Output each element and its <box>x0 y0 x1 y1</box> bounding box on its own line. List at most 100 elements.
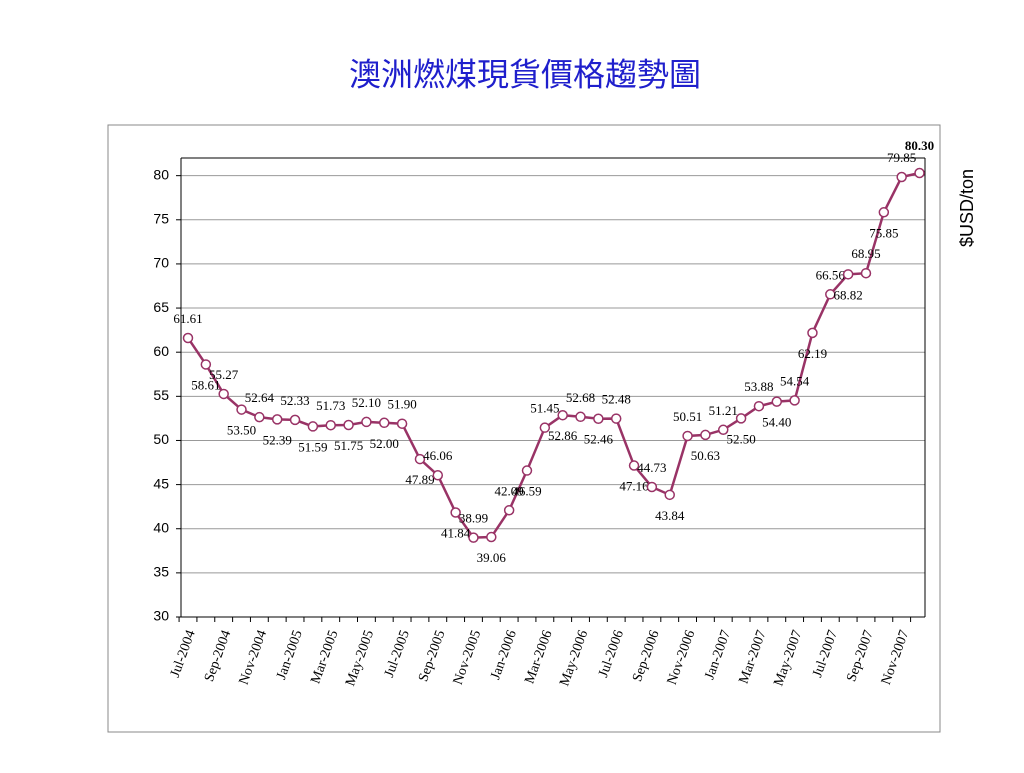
point <box>486 531 497 543</box>
x-tick-label: Sep-2007 <box>844 628 876 684</box>
point <box>468 532 479 543</box>
data-label: 51.21 <box>709 403 738 418</box>
data-label: 55.27 <box>209 367 239 382</box>
point <box>646 481 658 493</box>
x-tick-label: Nov-2004 <box>237 628 271 686</box>
x-tick-label: Sep-2006 <box>630 628 662 684</box>
y-tick-label: 70 <box>153 255 169 271</box>
chart-title: 澳洲燃煤現貨價格趨勢圖 <box>349 56 701 92</box>
y-tick-label: 40 <box>153 519 169 535</box>
data-label: 58.61 <box>191 377 220 392</box>
point <box>807 327 818 339</box>
data-label: 46.59 <box>512 484 541 499</box>
point <box>610 413 622 424</box>
x-tick-label: Sep-2005 <box>416 628 448 684</box>
point <box>753 400 765 412</box>
data-label: 80.30 <box>905 138 934 153</box>
data-label: 68.95 <box>851 246 880 261</box>
data-label: 62.19 <box>798 346 827 361</box>
data-label: 39.06 <box>477 550 507 565</box>
point <box>343 419 354 431</box>
y-tick-label: 65 <box>153 299 169 315</box>
point <box>718 424 729 436</box>
data-label: 79.85 <box>887 150 916 165</box>
data-label: 44.73 <box>637 460 666 475</box>
point <box>700 429 711 441</box>
y-tick-label: 50 <box>153 431 169 447</box>
point <box>503 505 515 516</box>
data-label: 52.48 <box>602 392 631 407</box>
point <box>325 419 336 431</box>
data-label: 52.00 <box>370 436 399 451</box>
data-label: 52.64 <box>245 390 275 405</box>
x-tick-label: Mar-2005 <box>308 628 341 685</box>
point <box>432 469 444 481</box>
chart-frame <box>107 124 941 733</box>
point <box>593 413 604 424</box>
x-tick-label: Jul-2006 <box>596 628 627 679</box>
point <box>878 207 890 218</box>
data-label: 51.90 <box>387 397 416 412</box>
x-tick-label: Jul-2004 <box>168 628 199 679</box>
data-label: 47.89 <box>405 472 434 487</box>
x-tick-label: Jan-2006 <box>488 628 520 681</box>
point <box>860 267 872 279</box>
data-label: 68.82 <box>834 287 863 302</box>
data-label: 52.10 <box>352 395 381 410</box>
data-label: 51.73 <box>316 398 345 413</box>
data-label: 66.56 <box>816 267 846 282</box>
data-label: 54.54 <box>780 373 810 388</box>
x-tick-label: Jan-2007 <box>702 628 734 681</box>
data-label: 50.51 <box>673 409 702 424</box>
point <box>557 409 568 421</box>
data-label: 75.85 <box>869 225 898 240</box>
y-tick-label: 35 <box>153 564 169 580</box>
x-tick-label: May-2005 <box>343 628 377 688</box>
point <box>539 422 551 433</box>
data-label: 52.50 <box>726 431 755 446</box>
point <box>842 269 854 280</box>
point <box>664 489 675 501</box>
x-tick-label: Mar-2006 <box>522 628 555 685</box>
point <box>289 414 301 426</box>
point <box>789 395 800 406</box>
x-tick-label: Nov-2005 <box>451 628 485 686</box>
data-label: 46.06 <box>423 448 453 463</box>
data-label: 51.45 <box>530 401 559 416</box>
point <box>628 460 640 471</box>
point <box>396 418 408 429</box>
point <box>735 413 747 424</box>
point <box>575 411 586 423</box>
point <box>218 388 229 400</box>
point <box>200 359 212 370</box>
y-tick-label: 80 <box>153 166 169 182</box>
y-tick-label: 60 <box>153 343 169 359</box>
y-axis-label: $USD/ton <box>957 169 977 247</box>
point <box>254 411 265 423</box>
data-label: 52.46 <box>584 432 614 447</box>
point <box>271 414 283 425</box>
point <box>307 421 319 432</box>
data-label: 51.59 <box>298 439 327 454</box>
data-label: 54.40 <box>762 415 791 430</box>
x-tick-label: May-2006 <box>557 628 591 688</box>
point <box>771 396 783 407</box>
x-tick-label: Jul-2005 <box>382 628 413 679</box>
x-tick-label: Nov-2007 <box>879 628 913 686</box>
data-label: 50.63 <box>691 448 720 463</box>
x-tick-label: Nov-2006 <box>665 628 699 686</box>
data-label: 43.84 <box>655 508 685 523</box>
point <box>682 430 693 442</box>
point <box>182 332 194 344</box>
x-tick-label: Sep-2004 <box>202 628 234 684</box>
point <box>379 417 390 429</box>
data-label: 38.99 <box>459 511 488 526</box>
data-label: 51.75 <box>334 438 363 453</box>
x-tick-label: Jul-2007 <box>810 628 841 679</box>
data-label: 52.68 <box>566 390 595 405</box>
data-label: 53.50 <box>227 423 256 438</box>
data-label: 52.39 <box>263 432 292 447</box>
data-label: 52.33 <box>280 393 309 408</box>
